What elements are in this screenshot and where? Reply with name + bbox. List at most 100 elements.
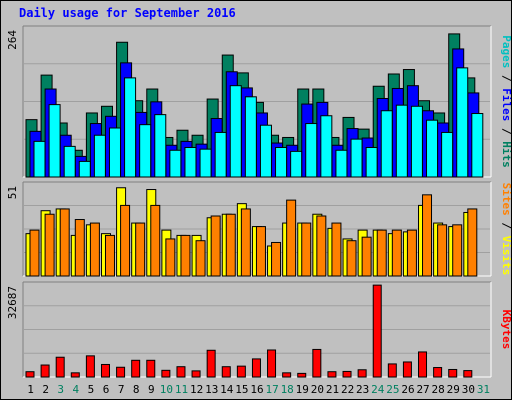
bar-sites-day-29 [452,224,463,277]
day-label-29: 29 [447,383,460,396]
bar-kbytes-day-4 [70,372,80,378]
bar-sites-day-17 [271,241,282,277]
day-label-16: 16 [250,383,263,396]
day-label-2: 2 [42,383,49,396]
bar-sites-day-20 [316,215,327,277]
bar-sites-day-1 [29,229,40,277]
day-label-7: 7 [118,383,125,396]
bar-pages-day-26 [410,105,423,178]
bar-pages-day-17 [275,146,288,178]
bar-pages-day-16 [259,124,272,178]
bar-pages-day-13 [214,131,227,178]
bar-sites-day-6 [104,234,115,277]
bar-pages-day-6 [108,127,121,178]
day-label-3: 3 [57,383,64,396]
bar-pages-day-11 [184,146,197,178]
bar-kbytes-day-5 [85,355,95,378]
bar-sites-day-22 [346,240,357,277]
bar-kbytes-day-11 [176,366,186,378]
day-label-24: 24 [371,383,385,396]
bar-pages-day-18 [290,150,303,178]
day-label-1: 1 [27,383,34,396]
panel-max-label: 32687 [6,286,19,319]
bar-sites-day-27 [422,194,433,277]
bar-pages-day-24 [380,110,393,178]
bar-kbytes-day-21 [327,371,337,378]
day-label-19: 19 [296,383,309,396]
bar-sites-day-9 [150,204,161,277]
bar-sites-day-12 [195,240,206,277]
bar-pages-day-8 [139,124,152,178]
bar-pages-day-7 [124,77,137,178]
bar-pages-day-14 [229,85,242,178]
bar-kbytes-day-24 [372,284,382,378]
axis-label-separator: / [500,216,511,236]
panel-max-label: 264 [6,30,19,50]
bar-kbytes-day-14 [221,366,231,378]
bar-sites-day-13 [210,215,221,277]
bar-pages-day-5 [93,134,106,178]
bar-sites-day-3 [59,208,70,277]
bar-kbytes-day-8 [131,359,141,378]
day-label-23: 23 [356,383,369,396]
bar-sites-day-5 [89,222,100,277]
day-label-9: 9 [148,383,155,396]
day-label-12: 12 [190,383,203,396]
bar-kbytes-day-20 [312,348,322,378]
bar-pages-day-3 [63,145,76,178]
bar-kbytes-day-7 [116,366,126,378]
bar-kbytes-day-9 [146,359,156,378]
bar-sites-day-10 [165,238,176,277]
axis-label-hits: Hits [500,141,511,168]
bar-pages-day-1 [33,140,46,178]
bar-kbytes-day-19 [297,372,307,378]
bar-sites-day-24 [376,229,387,277]
bar-sites-day-14 [225,213,236,277]
day-label-30: 30 [462,383,475,396]
bar-kbytes-day-18 [282,372,292,378]
day-label-28: 28 [432,383,445,396]
axis-label-sites: Sites [500,183,511,216]
bar-pages-day-30 [471,113,484,178]
bar-kbytes-day-13 [206,349,216,378]
day-label-21: 21 [326,383,339,396]
day-label-4: 4 [73,383,80,396]
day-label-25: 25 [386,383,399,396]
axis-label-kbytes: KBytes [500,310,511,350]
bar-pages-day-9 [154,114,167,178]
bar-kbytes-day-27 [418,351,428,378]
axis-label-separator: / [500,121,511,141]
panel-axis-label: KBytes [500,310,511,350]
bar-sites-day-15 [240,208,251,277]
day-label-6: 6 [103,383,110,396]
bar-pages-day-12 [199,148,212,178]
bar-pages-day-29 [456,67,469,178]
bar-kbytes-day-17 [267,349,277,378]
day-label-13: 13 [205,383,218,396]
bar-pages-day-27 [426,119,439,178]
bar-kbytes-day-12 [191,370,201,378]
bar-sites-day-16 [255,226,266,277]
bar-kbytes-day-2 [40,364,50,378]
axis-label-visits: Visits [500,236,511,276]
day-label-20: 20 [311,383,324,396]
bar-kbytes-day-16 [251,358,261,378]
bar-sites-day-28 [437,224,448,277]
day-label-18: 18 [281,383,294,396]
bar-sites-day-8 [135,222,146,277]
day-label-26: 26 [401,383,414,396]
bar-pages-day-28 [441,131,454,178]
bar-pages-day-4 [78,160,91,178]
day-label-27: 27 [416,383,429,396]
bar-kbytes-day-25 [387,363,397,378]
bar-kbytes-day-15 [236,365,246,378]
bar-pages-day-10 [169,149,182,178]
bar-kbytes-day-30 [463,370,473,378]
bar-sites-day-23 [361,236,372,277]
day-label-14: 14 [220,383,234,396]
day-label-22: 22 [341,383,354,396]
panel-axis-label: Sites / Visits [500,183,511,276]
bar-pages-day-20 [320,115,333,178]
bar-kbytes-day-29 [448,368,458,378]
bar-kbytes-day-23 [357,369,367,378]
